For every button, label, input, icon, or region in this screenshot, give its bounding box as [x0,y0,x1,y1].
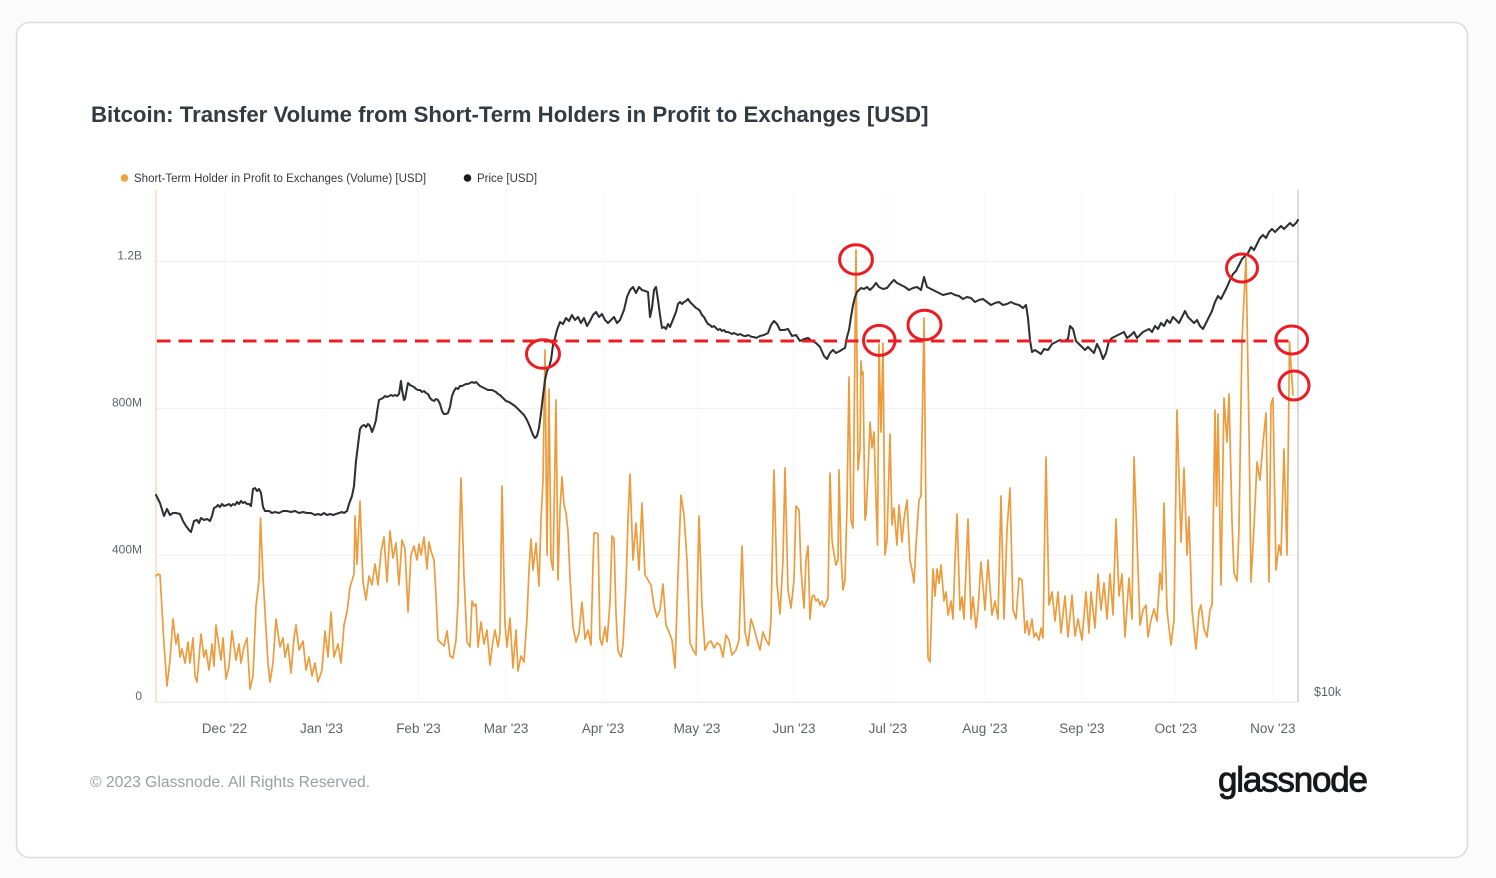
svg-text:1.2B: 1.2B [117,249,142,263]
svg-text:Nov '23: Nov '23 [1250,721,1295,736]
svg-text:Apr '23: Apr '23 [582,721,624,736]
svg-text:Feb '23: Feb '23 [396,721,441,736]
svg-text:Mar '23: Mar '23 [484,721,529,736]
svg-text:800M: 800M [112,395,142,409]
svg-text:400M: 400M [112,542,142,556]
svg-text:Bitcoin: Transfer Volume from: Bitcoin: Transfer Volume from Short-Term… [91,102,928,127]
svg-text:Sep '23: Sep '23 [1059,721,1104,736]
svg-text:Short-Term Holder in Profit to: Short-Term Holder in Profit to Exchanges… [134,173,426,185]
svg-text:Dec '22: Dec '22 [202,721,247,736]
svg-text:Price [USD]: Price [USD] [477,173,537,185]
svg-text:glassnode: glassnode [1218,761,1367,800]
svg-text:Jan '23: Jan '23 [300,721,343,736]
svg-text:Aug '23: Aug '23 [962,721,1007,736]
svg-text:May '23: May '23 [674,721,721,736]
svg-text:0: 0 [135,689,142,703]
svg-text:$10k: $10k [1314,685,1342,699]
svg-text:Jul '23: Jul '23 [869,721,908,736]
svg-text:Jun '23: Jun '23 [772,721,815,736]
svg-text:© 2023 Glassnode. All Rights R: © 2023 Glassnode. All Rights Reserved. [90,774,370,791]
svg-text:Oct '23: Oct '23 [1155,721,1197,736]
